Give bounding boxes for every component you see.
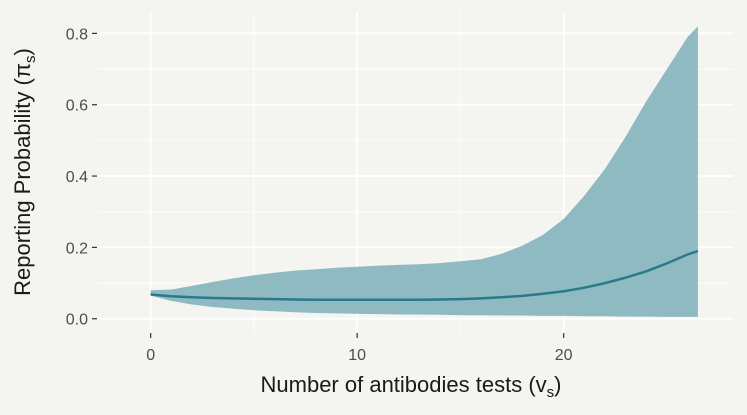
y-axis-title: Reporting Probability (πs) — [10, 48, 39, 296]
mean-line — [150, 249, 699, 302]
y-axis-title-end: ) — [10, 48, 35, 55]
x-axis-title-subscript: s — [547, 384, 555, 401]
y-axis: 0.0 0.2 0.4 0.6 0.8 — [66, 26, 97, 329]
x-axis-title: Number of antibodies tests (vs) — [261, 372, 562, 401]
x-tick-label: 10 — [348, 347, 366, 364]
y-tick-label: 0.6 — [66, 98, 88, 115]
y-tick-label: 0.4 — [66, 169, 88, 186]
x-tick-label: 20 — [555, 347, 573, 364]
x-axis-title-end: ) — [554, 372, 561, 397]
y-tick-label: 0.8 — [66, 26, 88, 43]
confidence-band — [150, 26, 698, 317]
x-tick-label: 0 — [146, 347, 155, 364]
y-tick-label: 0.2 — [66, 240, 88, 257]
x-axis: 0 10 20 — [146, 333, 573, 364]
y-axis-title-subscript: s — [22, 55, 39, 63]
y-tick-label: 0.0 — [66, 312, 88, 329]
